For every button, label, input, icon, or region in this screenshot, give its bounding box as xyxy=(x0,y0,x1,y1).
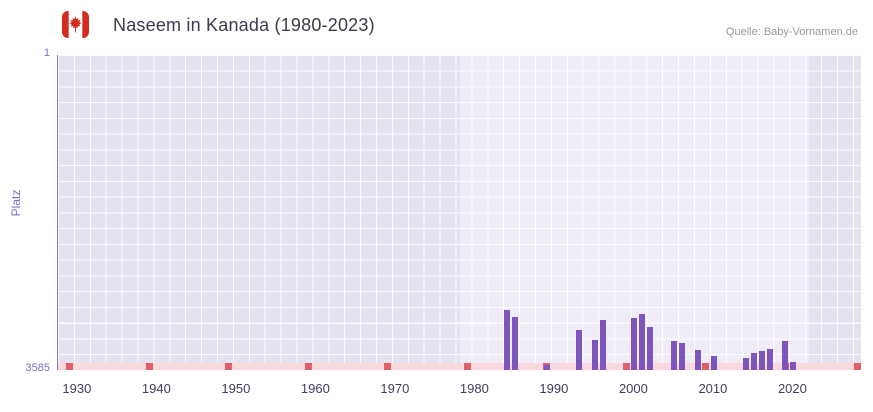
x-axis-labels: 1930 1940 1950 1960 1970 1980 1990 2000 2010 2020 xyxy=(57,381,860,403)
chart-bar[interactable] xyxy=(599,319,606,370)
x-tick-label: 1980 xyxy=(459,381,489,396)
x-tick-label: 2000 xyxy=(618,381,648,396)
chart-bar[interactable] xyxy=(782,340,789,370)
decade-mark xyxy=(145,363,153,370)
chart-bar[interactable] xyxy=(710,356,717,370)
chart-bar[interactable] xyxy=(591,339,598,370)
plot-area xyxy=(57,55,861,370)
page-title: Naseem in Kanada (1980-2023) xyxy=(113,15,375,35)
y-tick-top: 1 xyxy=(43,47,50,59)
source-label: Quelle: Baby-Vornamen.de xyxy=(725,26,858,38)
chart-bar[interactable] xyxy=(790,361,797,370)
decade-mark xyxy=(622,363,630,370)
chart-bar[interactable] xyxy=(504,309,511,370)
canada-flag-icon xyxy=(62,11,89,38)
chart-bar[interactable] xyxy=(742,358,749,370)
x-tick-label: 1950 xyxy=(221,381,251,396)
chart-bar[interactable] xyxy=(647,326,654,370)
x-tick-label: 1990 xyxy=(539,381,569,396)
baseline-strip xyxy=(58,363,861,370)
decade-mark xyxy=(66,363,74,370)
chart-bar[interactable] xyxy=(679,343,686,370)
decade-mark xyxy=(463,363,471,370)
chart-bar[interactable] xyxy=(512,316,519,370)
chart-bar[interactable] xyxy=(758,351,765,370)
x-tick-label: 1960 xyxy=(300,381,330,396)
chart-bar[interactable] xyxy=(639,314,646,370)
chart-bar[interactable] xyxy=(695,350,701,370)
gridlines xyxy=(58,55,861,370)
y-tick-bottom: 3585 xyxy=(25,362,50,374)
y-axis-title: Platz xyxy=(9,189,23,217)
decade-mark xyxy=(304,363,312,370)
x-tick-label: 1930 xyxy=(62,381,92,396)
x-tick-label: 2010 xyxy=(698,381,728,396)
chart-bar[interactable] xyxy=(575,330,582,370)
x-tick-label: 1940 xyxy=(141,381,171,396)
decade-mark xyxy=(384,363,392,370)
x-tick-label: 1970 xyxy=(380,381,410,396)
chart-bar[interactable] xyxy=(543,365,550,370)
chart-bar[interactable] xyxy=(631,317,638,370)
chart-bar[interactable] xyxy=(766,349,773,370)
decade-mark xyxy=(853,363,861,370)
decade-mark xyxy=(225,363,233,370)
chart-bar[interactable] xyxy=(750,352,757,370)
decade-mark xyxy=(702,363,710,370)
x-tick-label: 2020 xyxy=(777,381,807,396)
chart-bar[interactable] xyxy=(671,340,678,370)
